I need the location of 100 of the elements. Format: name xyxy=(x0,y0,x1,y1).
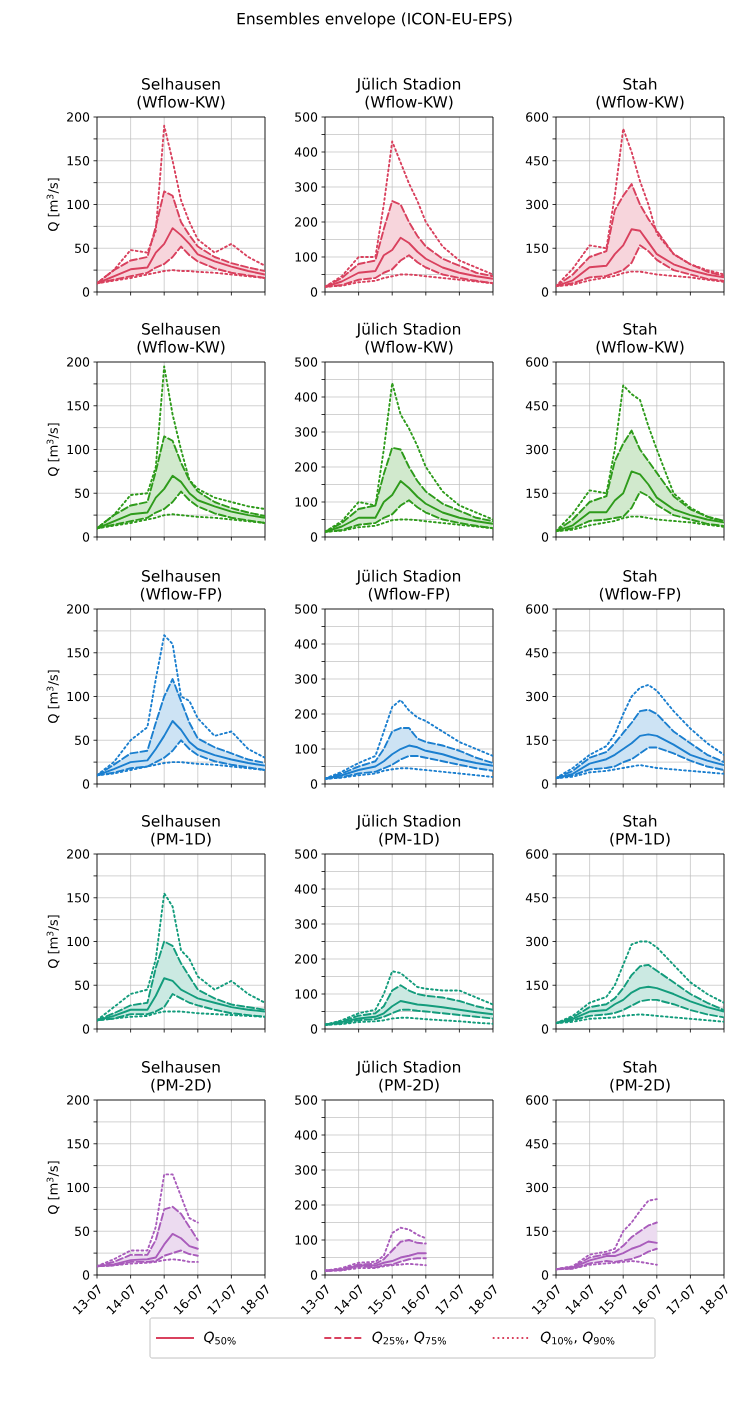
y-tick-label: 500 xyxy=(295,1095,318,1105)
y-tick-label: 100 xyxy=(67,1182,90,1193)
y-tick-label: 150 xyxy=(526,735,549,745)
y-tick-label: 500 xyxy=(295,112,318,122)
y-tick-label: 0 xyxy=(310,532,318,542)
chart-subtitle: (Wflow-KW) xyxy=(365,340,453,355)
y-tick-label: 450 xyxy=(525,156,549,166)
legend-label: Q$_{10%}$, Q$_{90%}$ xyxy=(540,1331,615,1345)
y-tick-label: 600 xyxy=(526,1095,549,1105)
y-tick-label: 300 xyxy=(295,182,318,192)
y-tick-label: 100 xyxy=(67,936,90,947)
text: Ensembles envelope (ICON-EU-EPS) xyxy=(237,12,512,28)
chart-title: Jülich Stadion xyxy=(355,1060,461,1076)
y-tick-label: 0 xyxy=(541,1270,549,1280)
y-tick-label: 200 xyxy=(67,357,90,367)
y-tick-label: 150 xyxy=(526,488,549,498)
y-tick-label: 500 xyxy=(295,357,318,367)
y-tick-label: 300 xyxy=(526,1182,549,1193)
chart-subtitle: (PM-2D) xyxy=(151,1078,211,1093)
chart-subtitle: (PM-2D) xyxy=(610,1078,670,1093)
y-tick-label: 50 xyxy=(75,243,90,253)
y-tick-label: 400 xyxy=(294,639,318,649)
chart-subtitle: (Wflow-KW) xyxy=(596,95,684,110)
y-tick-label: 200 xyxy=(67,112,90,122)
y-axis-title: Q [m$^{3}$/s] xyxy=(46,915,60,968)
legend-label: Q$_{50%}$ xyxy=(204,1331,236,1345)
y-tick-label: 0 xyxy=(310,779,318,789)
y-tick-label: 0 xyxy=(82,1024,90,1034)
y-tick-label: 500 xyxy=(295,604,318,614)
y-tick-label: 200 xyxy=(295,954,318,964)
y-axis-title: Q [m$^{3}$/s] xyxy=(46,670,60,723)
y-tick-label: 300 xyxy=(295,674,318,684)
y-tick-label: 150 xyxy=(526,980,549,990)
y-tick-label: 100 xyxy=(67,691,90,702)
y-tick-label: 200 xyxy=(295,217,318,227)
y-tick-label: 450 xyxy=(525,893,549,903)
y-tick-label: 0 xyxy=(82,1270,90,1280)
chart-subtitle: (PM-1D) xyxy=(610,832,670,847)
y-tick-label: 100 xyxy=(295,989,318,999)
y-tick-label: 0 xyxy=(82,532,90,542)
y-tick-label: 150 xyxy=(67,156,90,166)
y-tick-label: 0 xyxy=(82,779,90,789)
y-tick-label: 300 xyxy=(295,919,318,929)
y-tick-label: 0 xyxy=(82,287,90,297)
y-tick-label: 450 xyxy=(525,648,549,658)
y-tick-label: 50 xyxy=(75,980,90,990)
y-tick-label: 300 xyxy=(295,1165,318,1175)
chart-subtitle: (PM-1D) xyxy=(379,832,439,847)
y-tick-label: 300 xyxy=(526,444,549,455)
y-tick-label: 400 xyxy=(294,884,318,894)
y-tick-label: 50 xyxy=(75,735,90,745)
y-tick-label: 400 xyxy=(294,1130,318,1140)
chart-subtitle: (Wflow-FP) xyxy=(368,587,450,602)
y-tick-label: 100 xyxy=(67,199,90,210)
chart-title: Jülich Stadion xyxy=(355,814,461,830)
y-tick-label: 0 xyxy=(541,1024,549,1034)
y-axis-title: Q [m$^{3}$/s] xyxy=(46,178,60,231)
y-tick-label: 150 xyxy=(67,648,90,658)
y-tick-label: 0 xyxy=(541,779,549,789)
y-tick-label: 300 xyxy=(295,427,318,437)
y-tick-label: 100 xyxy=(67,444,90,455)
y-tick-label: 400 xyxy=(294,392,318,402)
y-tick-label: 600 xyxy=(526,357,549,367)
chart-title: Stah xyxy=(623,322,657,335)
y-tick-label: 600 xyxy=(526,604,549,614)
y-tick-label: 200 xyxy=(67,604,90,614)
y-tick-label: 100 xyxy=(295,744,318,754)
chart-title: Jülich Stadion xyxy=(355,569,461,585)
chart-title: Selhausen xyxy=(142,322,220,335)
y-tick-label: 200 xyxy=(67,1095,90,1105)
y-tick-label: 150 xyxy=(67,1139,90,1149)
chart-title: Jülich Stadion xyxy=(355,77,461,93)
chart-subtitle: (Wflow-KW) xyxy=(365,95,453,110)
y-tick-label: 150 xyxy=(526,243,549,253)
y-tick-label: 100 xyxy=(295,1235,318,1245)
chart-subtitle: (Wflow-KW) xyxy=(137,340,225,355)
chart-subtitle: (PM-2D) xyxy=(379,1078,439,1093)
y-tick-label: 150 xyxy=(67,401,90,411)
y-tick-label: 300 xyxy=(526,691,549,702)
y-tick-label: 300 xyxy=(526,936,549,947)
chart-subtitle: (Wflow-FP) xyxy=(140,587,222,602)
y-tick-label: 200 xyxy=(295,709,318,719)
chart-title: Stah xyxy=(623,569,657,582)
legend-label: Q$_{25%}$, Q$_{75%}$ xyxy=(372,1331,446,1345)
y-tick-label: 150 xyxy=(67,893,90,903)
chart-title: Jülich Stadion xyxy=(355,322,461,338)
y-tick-label: 450 xyxy=(525,1139,549,1149)
chart-title: Stah xyxy=(623,77,657,90)
y-tick-label: 450 xyxy=(525,401,549,411)
y-tick-label: 600 xyxy=(526,849,549,859)
y-tick-label: 150 xyxy=(526,1226,549,1236)
chart-subtitle: (Wflow-FP) xyxy=(599,587,681,602)
y-tick-label: 0 xyxy=(541,287,549,297)
chart-title: Selhausen xyxy=(142,1060,220,1073)
y-tick-label: 200 xyxy=(295,462,318,472)
y-tick-label: 0 xyxy=(310,287,318,297)
chart-subtitle: (Wflow-KW) xyxy=(137,95,225,110)
y-tick-label: 0 xyxy=(541,532,549,542)
y-tick-label: 100 xyxy=(295,497,318,507)
y-tick-label: 50 xyxy=(75,488,90,498)
